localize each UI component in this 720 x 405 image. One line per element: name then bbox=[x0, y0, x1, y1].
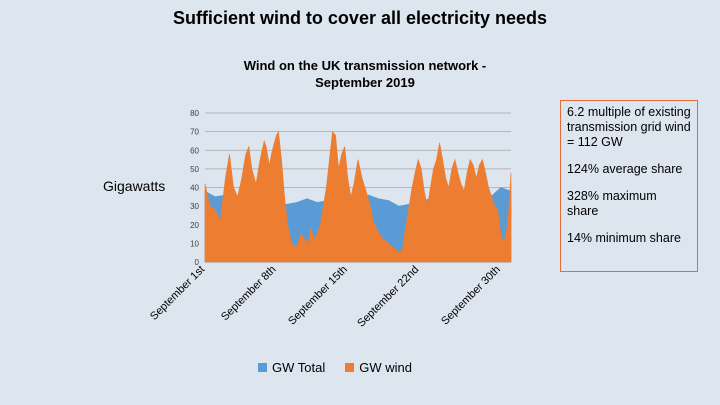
info-box-line-1: 6.2 multiple of existing transmission gr… bbox=[567, 105, 691, 149]
y-tick-label-60: 60 bbox=[190, 146, 199, 155]
info-box: 6.2 multiple of existing transmission gr… bbox=[560, 100, 698, 272]
info-box-line-4: 14% minimum share bbox=[567, 231, 681, 245]
y-tick-label-20: 20 bbox=[190, 221, 199, 230]
x-tick-label-0: September 1st bbox=[148, 264, 207, 323]
y-tick-label-30: 30 bbox=[190, 202, 199, 211]
y-tick-label-40: 40 bbox=[190, 184, 199, 193]
info-box-line-2: 124% average share bbox=[567, 162, 683, 176]
info-box-line-3: 328% maximum share bbox=[567, 189, 657, 218]
y-axis-label: Gigawatts bbox=[103, 178, 166, 194]
y-tick-label-80: 80 bbox=[190, 109, 199, 118]
y-tick-label-0: 0 bbox=[195, 258, 200, 267]
x-tick-label-2: September 15th bbox=[286, 264, 350, 328]
legend-swatch-gw-total bbox=[258, 363, 267, 372]
legend-item-gw-wind: GW wind bbox=[345, 360, 412, 375]
x-tick-label-1: September 8th bbox=[219, 264, 279, 324]
x-tick-label-4: September 30th bbox=[439, 264, 503, 328]
legend-label-gw-wind: GW wind bbox=[359, 360, 412, 375]
slide-title: Sufficient wind to cover all electricity… bbox=[172, 8, 548, 28]
chart-title-line-1: Wind on the UK transmission network - bbox=[243, 58, 487, 73]
y-tick-label-10: 10 bbox=[190, 239, 199, 248]
chart-title-line-2: September 2019 bbox=[315, 75, 415, 90]
y-tick-label-70: 70 bbox=[190, 128, 199, 137]
legend-swatch-gw-wind bbox=[345, 363, 355, 372]
chart-title: Wind on the UK transmission network - Se… bbox=[215, 57, 515, 91]
y-tick-label-50: 50 bbox=[190, 165, 199, 174]
legend-label-gw-total: GW Total bbox=[272, 360, 326, 375]
legend-item-gw-total: GW Total bbox=[258, 360, 325, 375]
x-tick-label-3: September 22nd bbox=[355, 264, 421, 330]
chart-legend: GW Total GW wind bbox=[258, 360, 432, 375]
series-area-gw-wind bbox=[204, 130, 512, 263]
